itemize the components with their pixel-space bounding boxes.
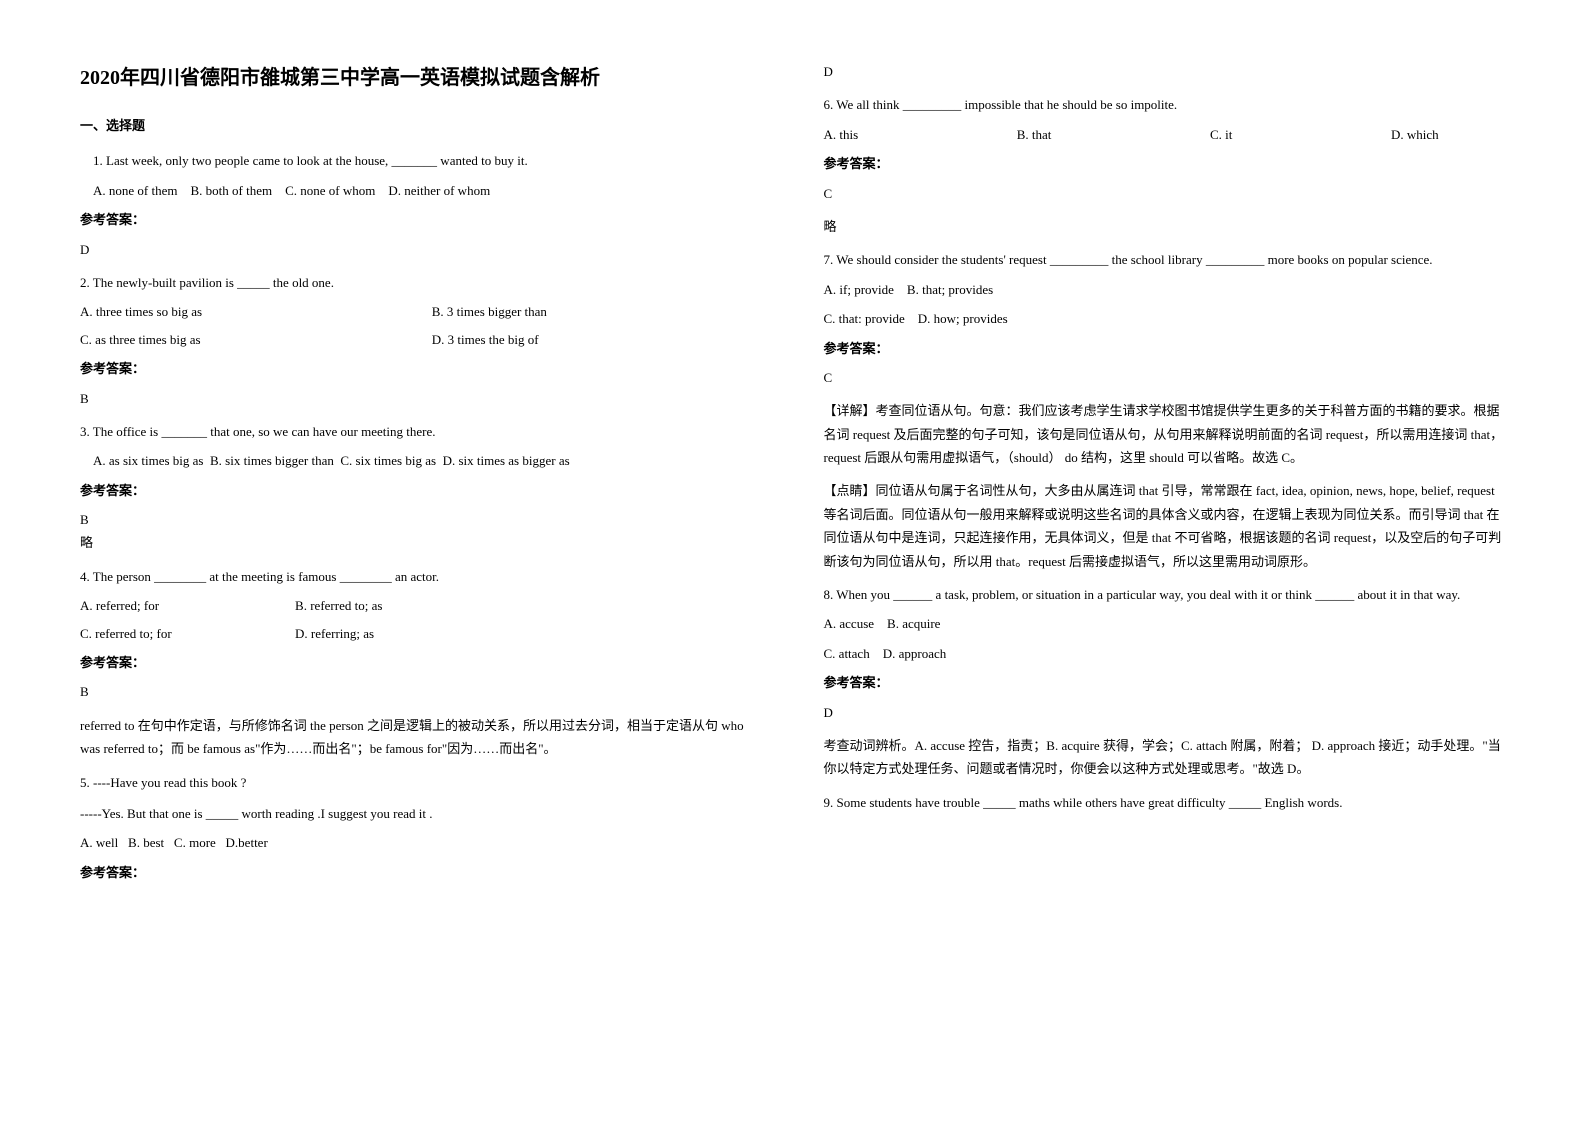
question-3: 3. The office is _______ that one, so we… xyxy=(80,420,764,555)
q3-answer-label: 参考答案： xyxy=(80,479,764,502)
page-title: 2020年四川省德阳市雒城第三中学高一英语模拟试题含解析 xyxy=(80,60,764,96)
q7-text: 7. We should consider the students' requ… xyxy=(824,248,1508,271)
q6-optD: D. which xyxy=(1391,123,1439,146)
q8-options2: C. attach D. approach xyxy=(824,642,1508,665)
question-9: 9. Some students have trouble _____ math… xyxy=(824,791,1508,814)
q6-text: 6. We all think _________ impossible tha… xyxy=(824,93,1508,116)
q4-answer-label: 参考答案： xyxy=(80,651,764,674)
question-7: 7. We should consider the students' requ… xyxy=(824,248,1508,573)
q4-optB: B. referred to; as xyxy=(295,594,490,617)
q8-text: 8. When you ______ a task, problem, or s… xyxy=(824,583,1508,606)
q6-optB: B. that xyxy=(1017,123,1052,146)
q1-optD: D. neither of whom xyxy=(388,183,490,198)
q7-optC: C. that: provide xyxy=(824,311,905,326)
q6-options: A. this B. that C. it D. which xyxy=(824,123,1439,146)
q7-optB: B. that; provides xyxy=(907,282,993,297)
q7-explanation2: 【点睛】同位语从句属于名词性从句，大多由从属连词 that 引导，常常跟在 fa… xyxy=(824,479,1508,573)
q7-options2: C. that: provide D. how; provides xyxy=(824,307,1508,330)
q4-options: A. referred; for B. referred to; as C. r… xyxy=(80,594,490,645)
q1-options: A. none of them B. both of them C. none … xyxy=(80,179,764,202)
q2-optD: D. 3 times the big of xyxy=(432,328,764,351)
q1-optB: B. both of them xyxy=(190,183,272,198)
q4-optC: C. referred to; for xyxy=(80,622,275,645)
q2-options: A. three times so big as B. 3 times bigg… xyxy=(80,300,764,351)
q4-explanation: referred to 在句中作定语，与所修饰名词 the person 之间是… xyxy=(80,714,764,761)
q5-answer: D xyxy=(824,60,1508,83)
q3-answer: B xyxy=(80,508,764,531)
q1-optA: A. none of them xyxy=(93,183,177,198)
q9-text: 9. Some students have trouble _____ math… xyxy=(824,791,1508,814)
q2-answer-label: 参考答案： xyxy=(80,357,764,380)
section-header: 一、选择题 xyxy=(80,114,764,137)
question-2: 2. The newly-built pavilion is _____ the… xyxy=(80,271,764,410)
q8-optD: D. approach xyxy=(883,646,947,661)
q8-optC: C. attach xyxy=(824,646,870,661)
q7-options: A. if; provide B. that; provides xyxy=(824,278,1508,301)
q5-optC: C. more xyxy=(174,835,216,850)
question-4: 4. The person ________ at the meeting is… xyxy=(80,565,764,761)
q1-answer-label: 参考答案： xyxy=(80,208,764,231)
question-8: 8. When you ______ a task, problem, or s… xyxy=(824,583,1508,781)
q1-optC: C. none of whom xyxy=(285,183,375,198)
q4-optA: A. referred; for xyxy=(80,594,275,617)
q4-answer: B xyxy=(80,680,764,703)
q6-answer: C xyxy=(824,182,1508,205)
q5-text1: 5. ----Have you read this book ? xyxy=(80,771,764,794)
q3-text: 3. The office is _______ that one, so we… xyxy=(80,420,764,443)
q5-optD: D.better xyxy=(226,835,268,850)
q3-options: A. as six times big as B. six times bigg… xyxy=(80,449,764,472)
q4-text: 4. The person ________ at the meeting is… xyxy=(80,565,764,588)
q8-optB: B. acquire xyxy=(887,616,940,631)
q7-answer-label: 参考答案： xyxy=(824,337,1508,360)
q6-optC: C. it xyxy=(1210,123,1232,146)
q2-optB: B. 3 times bigger than xyxy=(432,300,764,323)
q3-optB: B. six times bigger than xyxy=(210,453,334,468)
q5-options: A. well B. best C. more D.better xyxy=(80,831,764,854)
q6-answer-label: 参考答案： xyxy=(824,152,1508,175)
q2-optA: A. three times so big as xyxy=(80,300,412,323)
q5-answer-label: 参考答案： xyxy=(80,861,764,884)
q6-brief: 略 xyxy=(824,215,1508,238)
left-column: 2020年四川省德阳市雒城第三中学高一英语模拟试题含解析 一、选择题 1. La… xyxy=(80,60,764,1062)
q1-text: 1. Last week, only two people came to lo… xyxy=(80,149,764,172)
q8-optA: A. accuse xyxy=(824,616,875,631)
q7-optA: A. if; provide xyxy=(824,282,894,297)
q5-optA: A. well xyxy=(80,835,118,850)
q3-optA: A. as six times big as xyxy=(93,453,204,468)
q8-answer-label: 参考答案： xyxy=(824,671,1508,694)
q8-explanation: 考查动词辨析。A. accuse 控告，指责；B. acquire 获得，学会；… xyxy=(824,734,1508,781)
question-6: 6. We all think _________ impossible tha… xyxy=(824,93,1508,238)
q3-optD: D. six times as bigger as xyxy=(443,453,570,468)
q3-optC: C. six times big as xyxy=(340,453,436,468)
q4-optD: D. referring; as xyxy=(295,622,490,645)
q3-brief: 略 xyxy=(80,531,764,554)
right-column: D 6. We all think _________ impossible t… xyxy=(824,60,1508,1062)
q2-optC: C. as three times big as xyxy=(80,328,412,351)
q8-options: A. accuse B. acquire xyxy=(824,612,1508,635)
q7-optD: D. how; provides xyxy=(918,311,1008,326)
q6-optA: A. this xyxy=(824,123,859,146)
q5-optB: B. best xyxy=(128,835,164,850)
q7-explanation1: 【详解】考查同位语从句。句意：我们应该考虑学生请求学校图书馆提供学生更多的关于科… xyxy=(824,399,1508,469)
question-1: 1. Last week, only two people came to lo… xyxy=(80,149,764,261)
q5-text2: -----Yes. But that one is _____ worth re… xyxy=(80,802,764,825)
question-5: 5. ----Have you read this book ? -----Ye… xyxy=(80,771,764,885)
q2-answer: B xyxy=(80,387,764,410)
q8-answer: D xyxy=(824,701,1508,724)
q7-answer: C xyxy=(824,366,1508,389)
q2-text: 2. The newly-built pavilion is _____ the… xyxy=(80,271,764,294)
q1-answer: D xyxy=(80,238,764,261)
